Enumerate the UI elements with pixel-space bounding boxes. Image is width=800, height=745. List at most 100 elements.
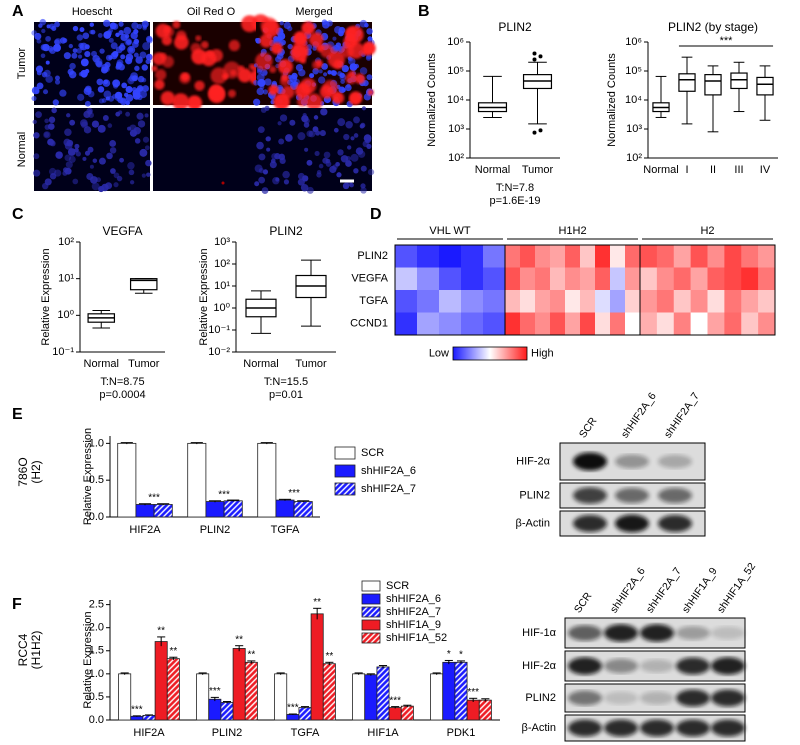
lipid-droplet — [210, 67, 228, 85]
nucleus — [121, 82, 128, 89]
heat-cell — [520, 267, 536, 291]
nucleus — [106, 152, 113, 160]
nucleus — [113, 182, 119, 188]
lipid-droplet — [221, 181, 225, 185]
y-tick-label: 10³ — [626, 123, 642, 135]
significance: *** — [389, 695, 401, 706]
bar — [275, 499, 295, 518]
nucleus — [90, 176, 98, 184]
nucleus — [63, 167, 69, 173]
nucleus — [33, 153, 40, 160]
heat-cell — [724, 290, 742, 313]
nucleus — [45, 60, 50, 65]
significance: *** — [131, 704, 143, 715]
heat-cell — [461, 312, 484, 336]
column-header: Oil Red O — [187, 6, 236, 18]
nucleus — [108, 28, 113, 33]
blot-strip — [559, 510, 706, 537]
column-header: Hoescht — [72, 6, 112, 18]
blot-band — [604, 691, 638, 705]
bar — [466, 699, 480, 721]
nucleus — [141, 77, 147, 83]
nucleus — [41, 28, 46, 34]
legend-label: shHIF2A_6 — [361, 465, 416, 477]
group-label: H1H2 — [558, 225, 586, 237]
micrograph — [153, 108, 269, 191]
blot-band — [604, 719, 638, 737]
heat-cell — [610, 267, 626, 291]
blot-band — [568, 625, 602, 641]
nucleus — [84, 44, 90, 50]
heat-cell — [520, 290, 536, 313]
nucleus — [88, 112, 94, 119]
heat-cell — [417, 267, 440, 291]
nucleus — [127, 77, 135, 85]
y-tick-label: 10⁰ — [57, 309, 74, 321]
nucleus — [256, 87, 265, 96]
nucleus — [89, 164, 94, 169]
y-tick-label: 10⁴ — [625, 94, 642, 106]
heat-cell — [565, 290, 581, 313]
lipid-droplet — [152, 52, 166, 66]
nucleus — [129, 180, 135, 185]
bar — [118, 673, 132, 721]
group-label: H2 — [700, 225, 714, 237]
bar — [135, 504, 155, 518]
nucleus — [72, 178, 79, 185]
nucleus — [109, 147, 117, 154]
nucleus — [361, 106, 366, 111]
colorbar-label: Low — [429, 347, 449, 359]
y-axis-label: Relative Expression — [198, 248, 210, 345]
nucleus — [316, 172, 322, 178]
lipid-droplet — [354, 73, 366, 84]
heat-cell — [610, 290, 626, 313]
heat-cell — [580, 312, 596, 336]
significance: * — [459, 650, 463, 661]
nucleus — [323, 151, 331, 159]
nucleus — [258, 168, 264, 174]
nucleus — [115, 32, 120, 38]
micrograph — [31, 18, 153, 107]
blot-band — [604, 624, 638, 642]
nucleus — [303, 122, 310, 128]
y-tick-label: 1.0 — [89, 668, 104, 680]
nucleus — [287, 43, 293, 50]
nucleus — [32, 119, 37, 125]
nucleus — [40, 44, 48, 51]
nucleus — [49, 139, 56, 146]
bar — [388, 707, 402, 721]
significance: ** — [247, 650, 255, 661]
nucleus — [257, 126, 265, 134]
heat-cell — [741, 312, 759, 336]
blot-band — [676, 626, 710, 640]
panel-label: F — [12, 596, 22, 613]
nucleus — [271, 153, 278, 160]
nucleus — [141, 64, 148, 71]
nucleus — [104, 66, 110, 72]
bar — [286, 714, 300, 721]
y-axis-label: Normalized Counts — [606, 53, 618, 147]
blot-band — [711, 719, 745, 737]
nucleus — [359, 67, 368, 75]
heat-cell — [505, 245, 521, 268]
significance: *** — [209, 686, 221, 697]
row-label: Normal — [16, 132, 28, 167]
nucleus — [103, 79, 109, 85]
nucleus — [38, 23, 43, 28]
legend-swatch — [334, 482, 356, 496]
image-background — [153, 108, 269, 191]
y-tick-label: 0.5 — [89, 691, 104, 703]
y-tick-label: 10⁻² — [208, 346, 230, 358]
blot-strip — [559, 482, 706, 509]
bar — [293, 501, 313, 518]
blot-band — [711, 657, 745, 675]
heat-cell — [483, 312, 506, 336]
nucleus — [98, 98, 105, 104]
nucleus — [253, 98, 261, 106]
heat-cell — [550, 267, 566, 291]
nucleus — [83, 87, 92, 96]
legend-swatch — [334, 464, 356, 478]
micrograph — [253, 16, 376, 111]
nucleus — [134, 138, 141, 144]
